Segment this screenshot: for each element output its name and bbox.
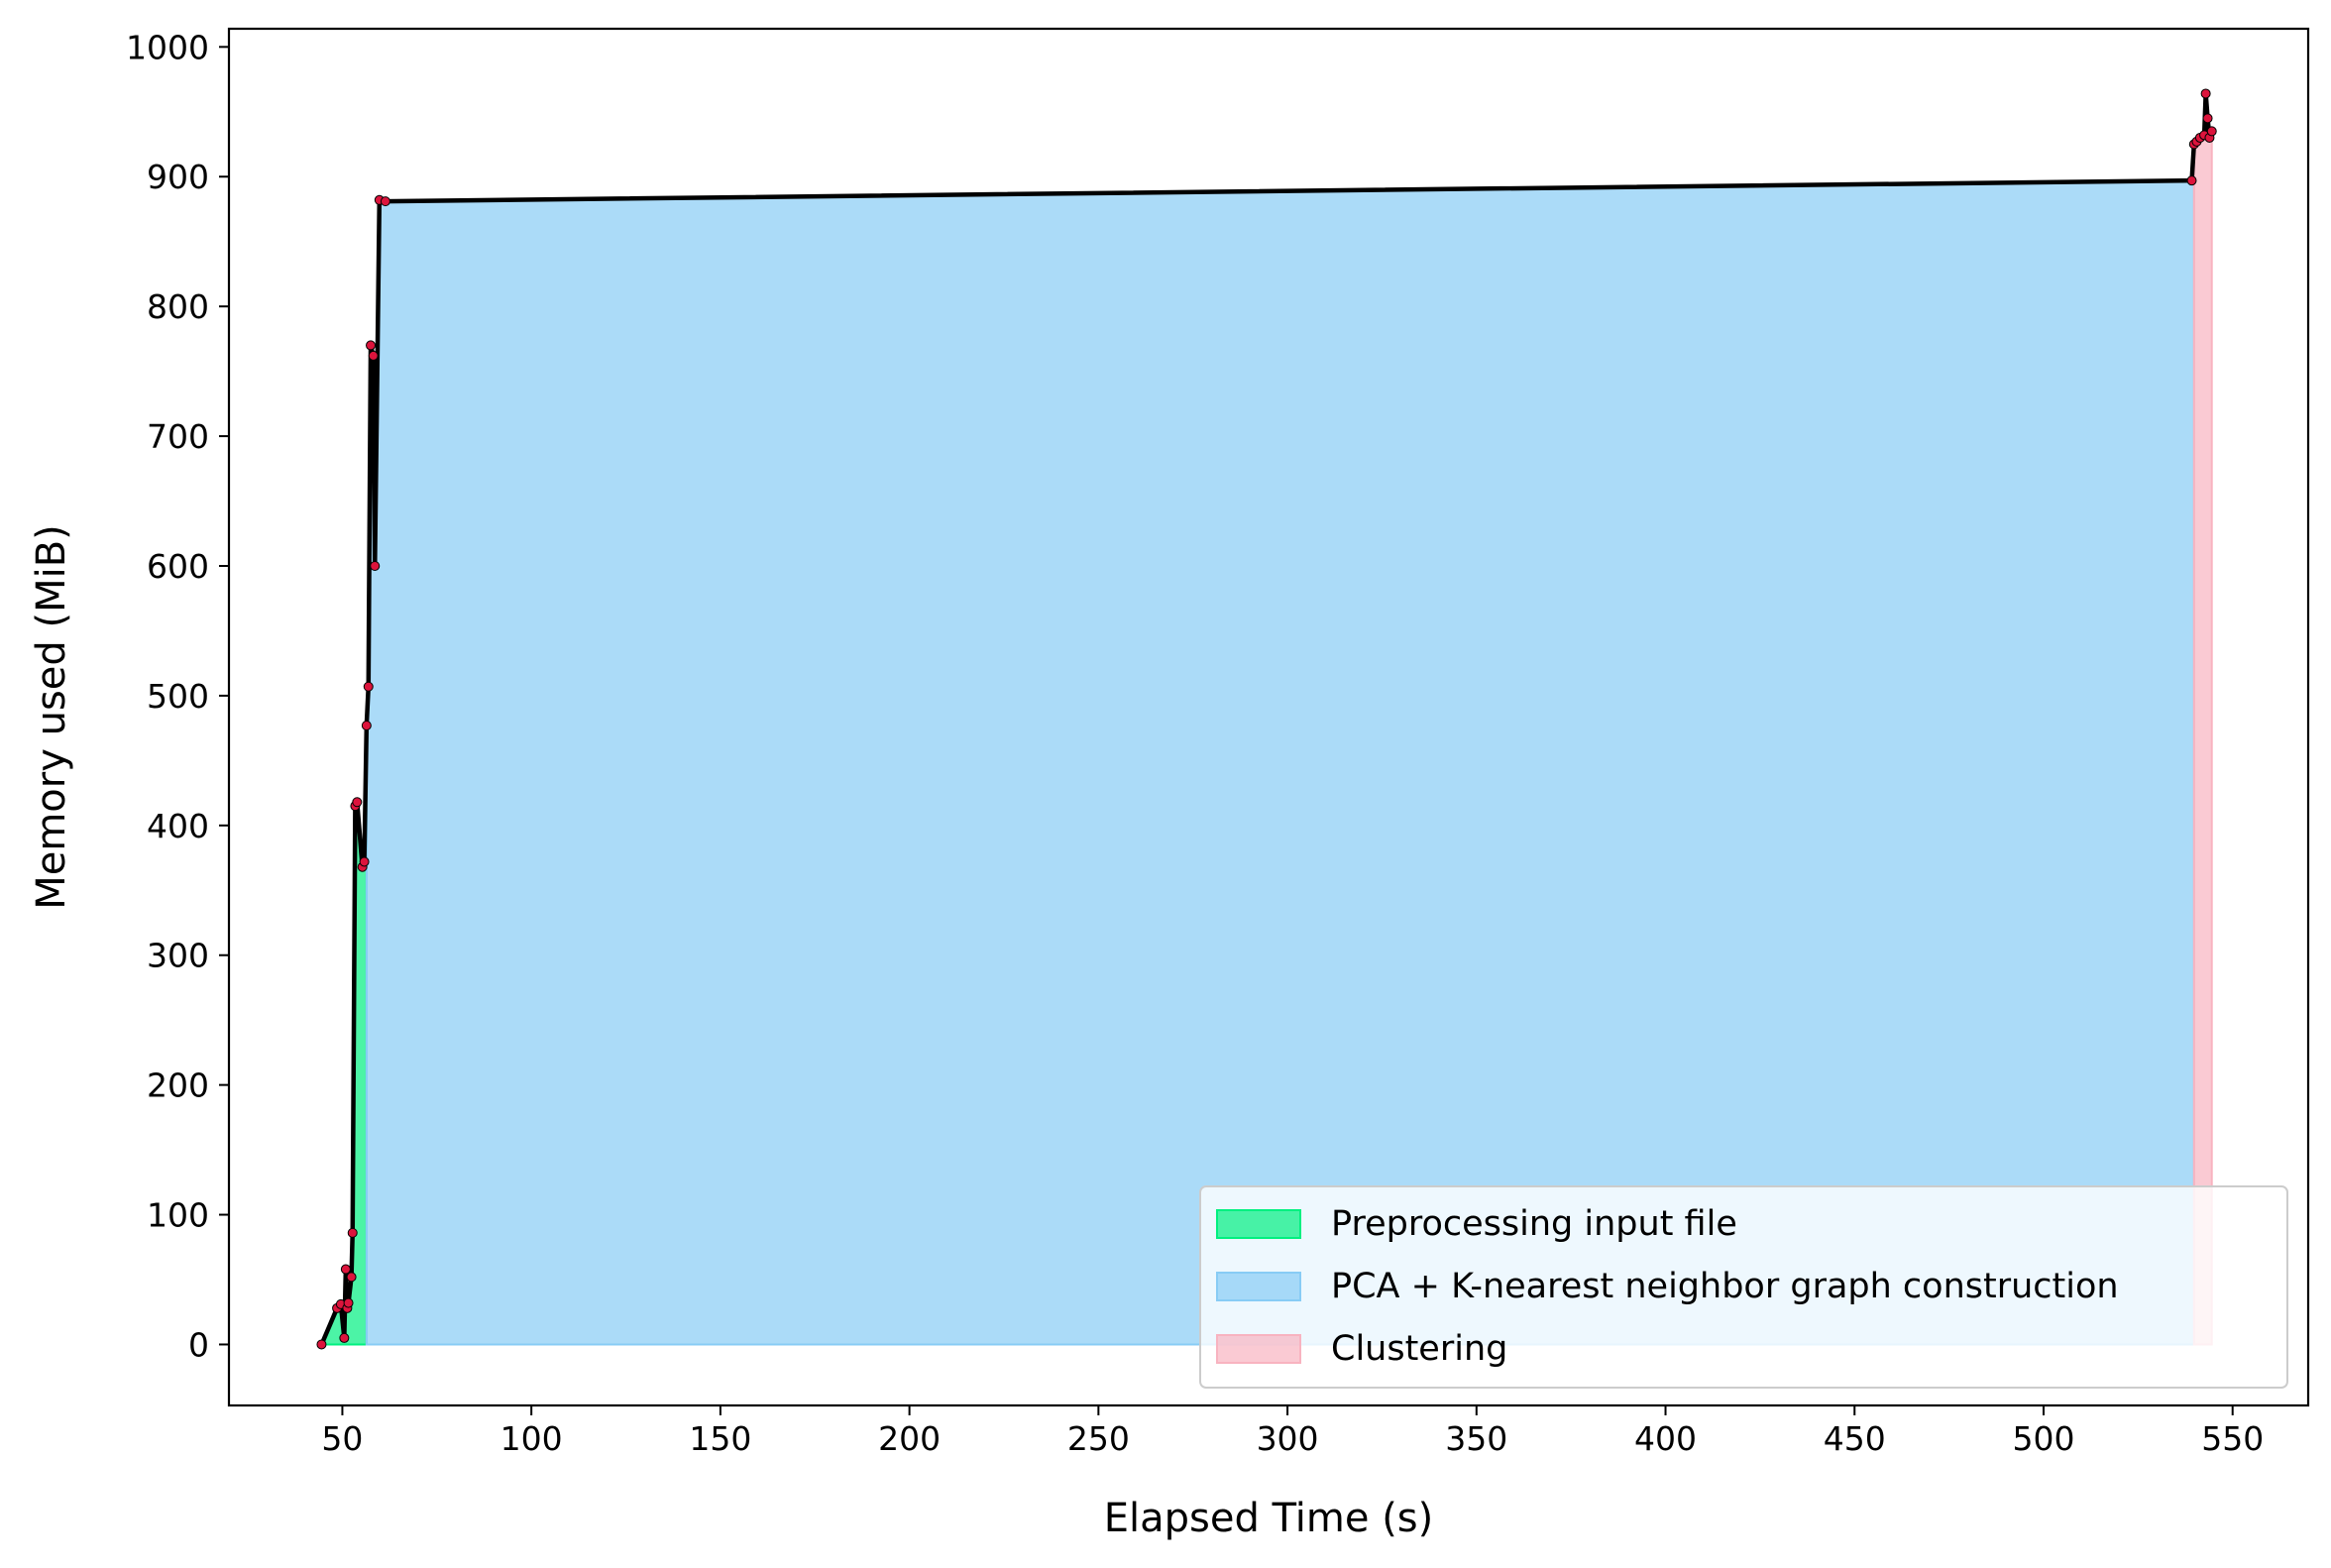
x-tick-label: 250 [1067,1419,1130,1458]
legend-label-clustering: Clustering [1331,1329,1507,1369]
x-tick-label: 100 [500,1419,563,1458]
legend-swatch-preprocessing [1216,1209,1301,1239]
plot-frame [227,27,2310,1407]
y-tick-label: 800 [147,287,209,326]
data-point [339,1332,350,1343]
x-tick-label: 350 [1445,1419,1507,1458]
data-point [2206,126,2217,137]
data-point [361,721,372,731]
x-tick-label: 500 [2012,1419,2074,1458]
data-point [347,1227,358,1238]
y-tick-label: 0 [188,1325,209,1364]
legend-label-pca-knn: PCA + K-nearest neighbor graph construct… [1331,1267,2119,1306]
data-point [2200,88,2211,99]
y-tick-label: 600 [147,547,209,586]
legend: Preprocessing input file PCA + K-nearest… [1199,1185,2288,1389]
data-point [352,797,363,808]
x-tick-label: 400 [1634,1419,1697,1458]
y-axis-title: Memory used (MiB) [29,524,74,910]
x-tick-label: 50 [321,1419,363,1458]
legend-swatch-pca-knn [1216,1272,1301,1301]
legend-swatch-clustering [1216,1334,1301,1364]
y-tick-label: 200 [147,1066,209,1105]
x-axis-title: Elapsed Time (s) [1104,1496,1434,1541]
y-tick-label: 100 [147,1196,209,1235]
x-tick-label: 150 [689,1419,751,1458]
data-point [340,1264,351,1275]
data-point [368,350,379,361]
y-axis: 0 100 200 300 400 500 600 700 800 900 1000 [126,28,229,1364]
data-point [343,1297,354,1308]
phase-fill-group [319,93,2213,1346]
x-axis: 50 100 150 200 250 300 350 400 450 500 550 [321,1405,2264,1458]
y-tick-label: 500 [147,677,209,716]
data-point [366,340,377,351]
legend-label-preprocessing: Preprocessing input file [1331,1204,1737,1244]
y-tick-label: 1000 [126,28,209,66]
y-tick-label: 900 [147,158,209,196]
phase-area-1 [365,144,2195,1346]
x-tick-label: 200 [878,1419,941,1458]
x-tick-label: 300 [1257,1419,1319,1458]
data-point [316,1339,327,1350]
y-tick-label: 400 [147,807,209,845]
y-tick-label: 700 [147,417,209,456]
x-tick-label: 550 [2201,1419,2264,1458]
data-point [346,1272,357,1283]
data-point [380,196,390,207]
phase-area-2 [2192,93,2213,1346]
data-point [363,681,374,692]
marker-group [316,88,2217,1350]
data-point [370,560,381,571]
legend-box [1199,1185,2288,1389]
x-tick-label: 450 [1824,1419,1886,1458]
y-tick-label: 300 [147,937,209,975]
data-point [359,856,370,867]
data-point [2202,113,2213,124]
data-point [2186,175,2197,186]
